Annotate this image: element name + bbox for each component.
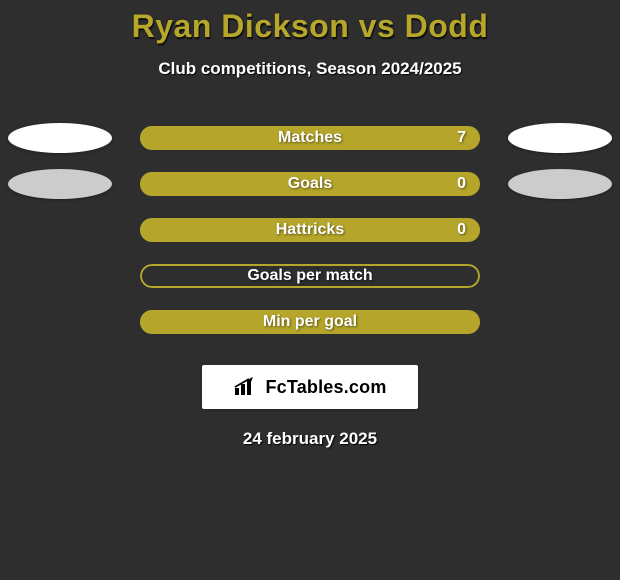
logo-box: FcTables.com (202, 365, 418, 409)
logo-text: FcTables.com (265, 377, 386, 398)
stat-rows: Matches 7 Goals 0 Hattricks 0 (0, 115, 620, 345)
stat-bar: Matches 7 (140, 126, 480, 150)
chart-icon (233, 377, 261, 397)
page-title: Ryan Dickson vs Dodd (0, 8, 620, 45)
bar-label: Goals per match (140, 264, 480, 288)
left-bubble (8, 169, 112, 199)
stat-row-min-per-goal: Min per goal (0, 299, 620, 345)
right-bubble (508, 123, 612, 153)
stat-row-matches: Matches 7 (0, 115, 620, 161)
bar-fill (140, 218, 480, 242)
bar-fill (140, 172, 480, 196)
bar-fill (140, 310, 480, 334)
stat-row-goals-per-match: Goals per match (0, 253, 620, 299)
stat-bar: Goals 0 (140, 172, 480, 196)
right-bubble (508, 169, 612, 199)
stat-bar: Min per goal (140, 310, 480, 334)
stat-bar: Hattricks 0 (140, 218, 480, 242)
subtitle: Club competitions, Season 2024/2025 (0, 59, 620, 79)
left-bubble (8, 123, 112, 153)
bar-fill (140, 126, 480, 150)
stat-row-hattricks: Hattricks 0 (0, 207, 620, 253)
date: 24 february 2025 (0, 429, 620, 449)
stat-row-goals: Goals 0 (0, 161, 620, 207)
comparison-infographic: Ryan Dickson vs Dodd Club competitions, … (0, 0, 620, 580)
bar-border (140, 264, 480, 288)
stat-bar: Goals per match (140, 264, 480, 288)
